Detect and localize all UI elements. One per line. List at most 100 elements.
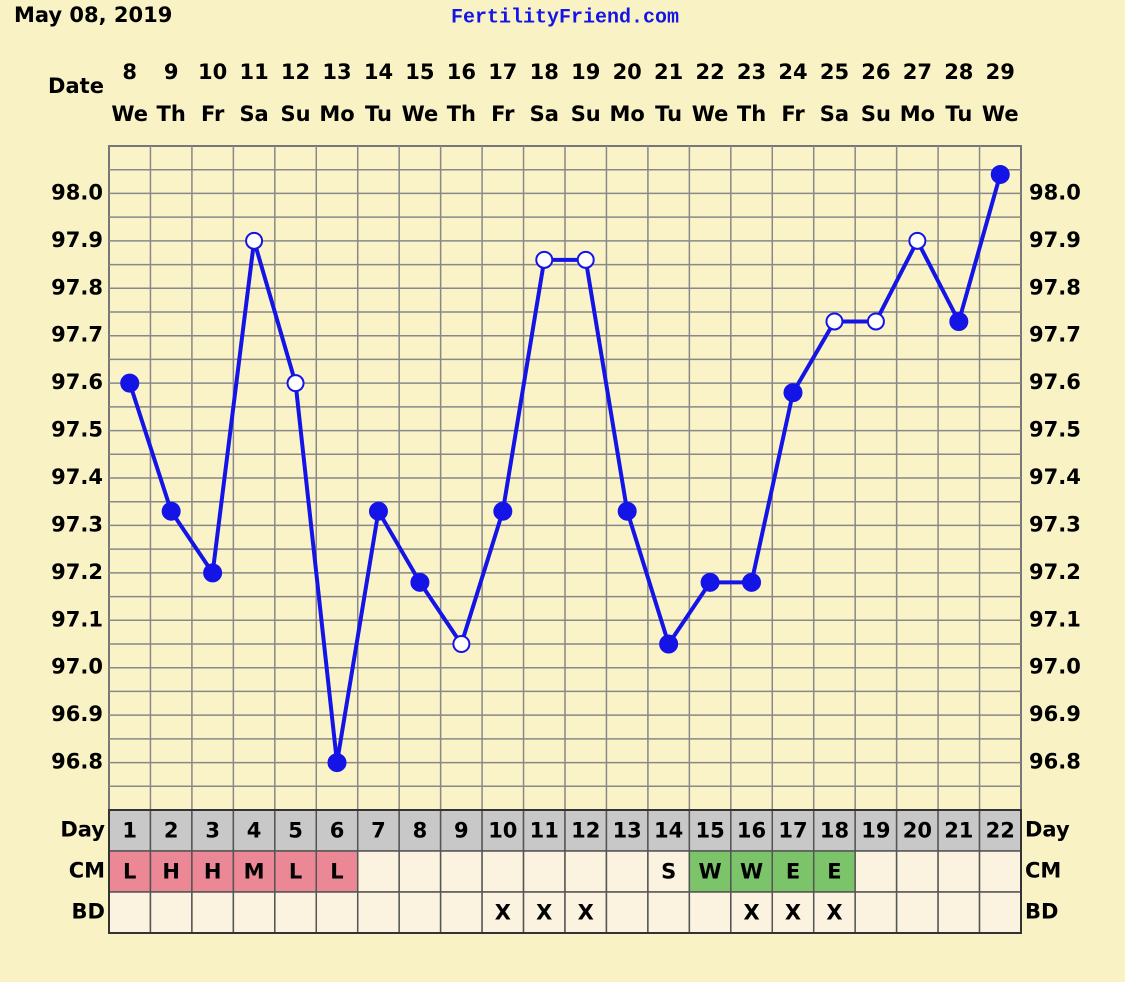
weekday-label: We bbox=[982, 102, 1019, 126]
chart-date: May 08, 2019 bbox=[14, 3, 172, 27]
row-cell bbox=[191, 850, 235, 893]
x-tick-label: 14 bbox=[364, 60, 393, 84]
row-cell bbox=[854, 891, 898, 934]
cm-entry: S bbox=[661, 860, 676, 884]
x-tick-label: 21 bbox=[654, 60, 683, 84]
weekday-label: Fr bbox=[201, 102, 225, 126]
weekday-label: Tu bbox=[945, 102, 972, 126]
temperature-line bbox=[127, 173, 1003, 763]
cycle-day: 7 bbox=[371, 819, 386, 843]
row-cell bbox=[356, 809, 400, 852]
cycle-day: 16 bbox=[737, 819, 766, 843]
x-tick-label: 22 bbox=[695, 60, 724, 84]
row-cell bbox=[398, 891, 442, 934]
row-cell bbox=[895, 891, 939, 934]
row-cell bbox=[522, 850, 566, 893]
y-tick-label: 97.1 bbox=[51, 607, 103, 631]
y-tick-label-right: 96.8 bbox=[1029, 750, 1081, 774]
y-tick-label: 97.9 bbox=[51, 228, 103, 252]
row-label-right: Day bbox=[1025, 818, 1070, 842]
open-marker bbox=[286, 374, 305, 393]
row-cell bbox=[191, 891, 235, 934]
y-tick-label: 97.4 bbox=[51, 465, 103, 489]
row-cell bbox=[771, 850, 815, 893]
marker bbox=[203, 563, 223, 583]
marker bbox=[327, 753, 347, 773]
weekday-label: We bbox=[692, 102, 729, 126]
open-marker bbox=[908, 231, 927, 250]
weekday-label: Mo bbox=[319, 102, 354, 126]
cycle-day: 21 bbox=[944, 819, 973, 843]
cycle-day: 2 bbox=[164, 819, 179, 843]
cm-entry: L bbox=[123, 860, 136, 884]
row-cell bbox=[356, 891, 400, 934]
x-tick-label: 18 bbox=[530, 60, 559, 84]
marker bbox=[659, 634, 679, 654]
row-cell bbox=[398, 850, 442, 893]
x-tick-label: 24 bbox=[778, 60, 807, 84]
cm-entry: E bbox=[827, 860, 841, 884]
row-cell bbox=[481, 850, 525, 893]
row-cell bbox=[232, 891, 276, 934]
marker bbox=[742, 572, 762, 592]
cycle-day: 6 bbox=[330, 819, 345, 843]
x-tick-label: 11 bbox=[239, 60, 268, 84]
row-cell bbox=[730, 809, 774, 852]
y-tick-label: 97.0 bbox=[51, 655, 103, 679]
y-tick-label-right: 97.5 bbox=[1029, 418, 1081, 442]
bd-entry: X bbox=[743, 901, 759, 925]
row-cell bbox=[274, 850, 318, 893]
marker bbox=[949, 311, 969, 331]
weekday-label: Su bbox=[571, 102, 601, 126]
x-tick-label: 28 bbox=[944, 60, 973, 84]
cm-entry: W bbox=[699, 860, 722, 884]
cm-entry: L bbox=[330, 860, 343, 884]
weekday-label: Su bbox=[861, 102, 891, 126]
x-tick-label: 26 bbox=[861, 60, 890, 84]
bd-entry: X bbox=[536, 901, 552, 925]
row-cell bbox=[688, 891, 732, 934]
y-tick-label-right: 97.0 bbox=[1029, 655, 1081, 679]
cycle-day: 11 bbox=[530, 819, 559, 843]
x-tick-label: 27 bbox=[903, 60, 932, 84]
x-tick-label: 25 bbox=[820, 60, 849, 84]
y-tick-label-right: 97.4 bbox=[1029, 465, 1081, 489]
cycle-day: 3 bbox=[205, 819, 220, 843]
y-tick-label-right: 96.9 bbox=[1029, 702, 1081, 726]
cycle-day: 9 bbox=[454, 819, 469, 843]
cm-entry: L bbox=[289, 860, 302, 884]
y-tick-label: 97.5 bbox=[51, 418, 103, 442]
row-cell bbox=[439, 891, 483, 934]
marker bbox=[700, 572, 720, 592]
row-cell bbox=[564, 850, 608, 893]
marker bbox=[783, 383, 803, 403]
y-tick-label-right: 97.9 bbox=[1029, 228, 1081, 252]
cycle-day: 13 bbox=[613, 819, 642, 843]
row-cell bbox=[564, 891, 608, 934]
row-label-right: BD bbox=[1025, 900, 1058, 924]
row-cell bbox=[854, 850, 898, 893]
weekday-label: Sa bbox=[530, 102, 559, 126]
marker bbox=[368, 501, 388, 521]
row-cell bbox=[978, 809, 1022, 852]
marker bbox=[120, 373, 140, 393]
x-tick-label: 23 bbox=[737, 60, 766, 84]
open-marker bbox=[535, 250, 554, 269]
open-marker bbox=[245, 231, 264, 250]
weekday-label: Sa bbox=[239, 102, 268, 126]
cycle-day: 8 bbox=[413, 819, 428, 843]
open-marker bbox=[866, 312, 885, 331]
x-tick-label: 13 bbox=[322, 60, 351, 84]
bd-entry: X bbox=[495, 901, 511, 925]
row-cell bbox=[605, 891, 649, 934]
weekday-label: We bbox=[402, 102, 439, 126]
row-cell bbox=[108, 850, 152, 893]
y-tick-label-right: 97.7 bbox=[1029, 323, 1081, 347]
row-cell bbox=[605, 850, 649, 893]
row-label-right: CM bbox=[1025, 859, 1061, 883]
y-tick-label-right: 97.2 bbox=[1029, 560, 1081, 584]
x-tick-label: 16 bbox=[447, 60, 476, 84]
y-tick-label-right: 98.0 bbox=[1029, 180, 1081, 204]
cycle-day: 17 bbox=[778, 819, 807, 843]
row-cell bbox=[149, 891, 193, 934]
